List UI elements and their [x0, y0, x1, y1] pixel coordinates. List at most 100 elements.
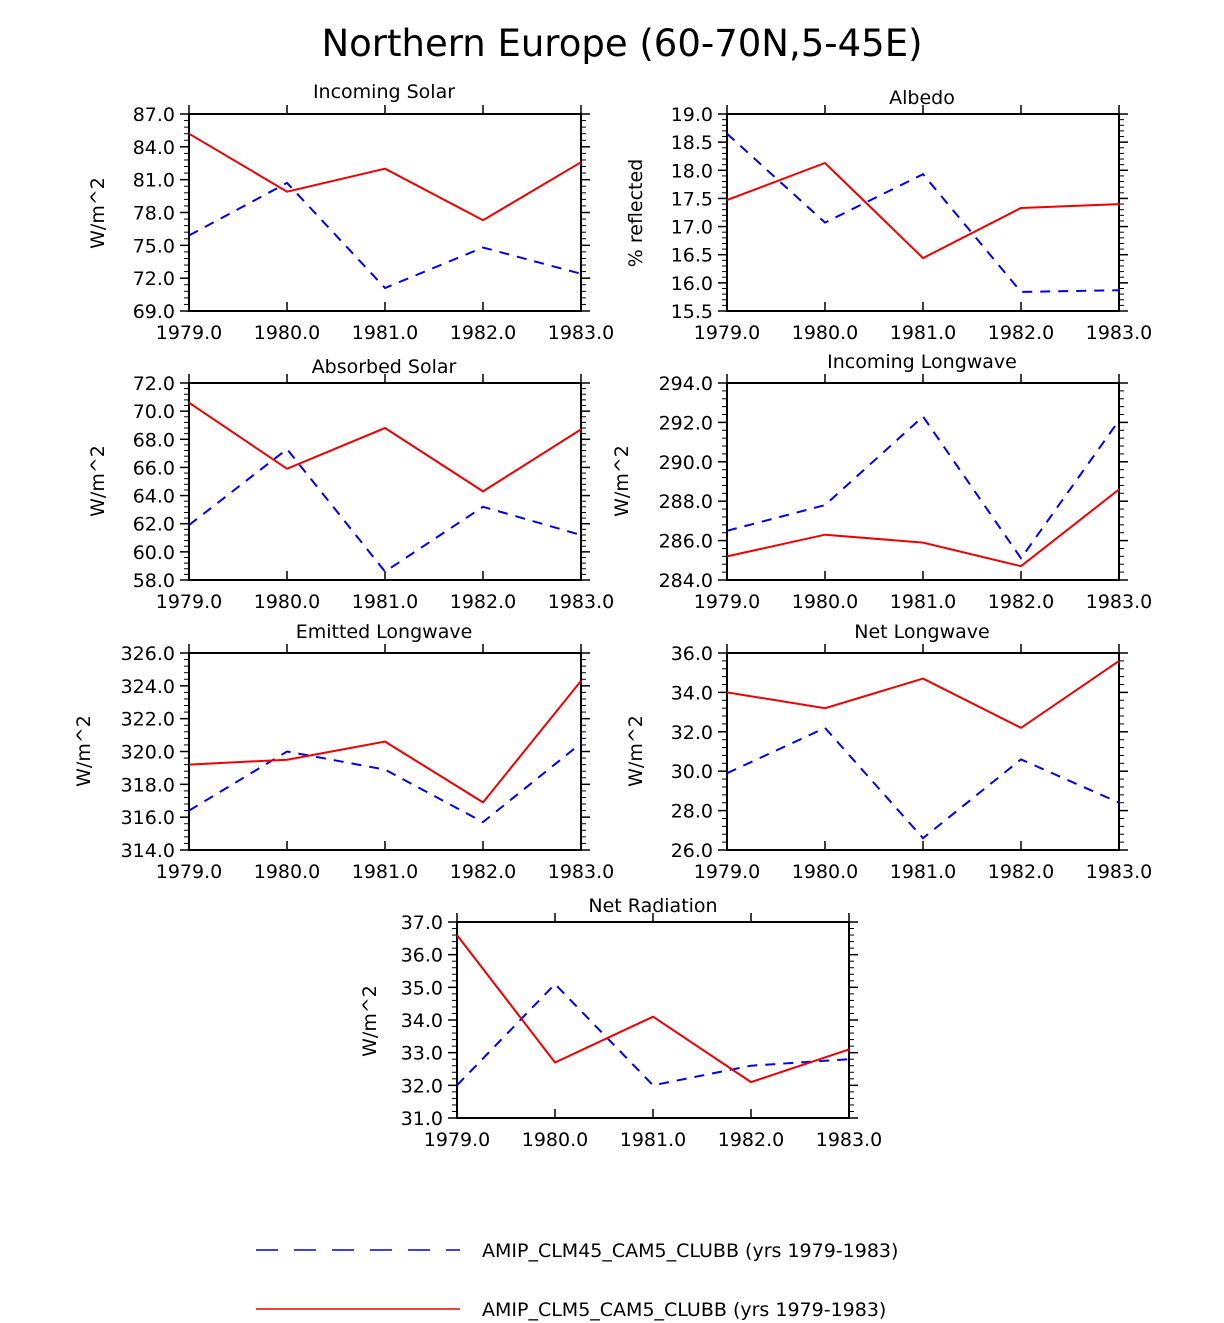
y-axis-label: W/m^2	[87, 177, 109, 249]
y-tick-label: 318.0	[121, 774, 175, 796]
y-tick-label: 17.5	[671, 188, 713, 210]
panel-net-radiation: Net Radiation W/m^2	[359, 895, 718, 1057]
y-tick-label: 78.0	[133, 203, 175, 225]
panel-title: Albedo	[889, 87, 955, 109]
y-tick-label: 290.0	[659, 452, 713, 474]
y-tick-label: 16.5	[671, 245, 713, 267]
series-line-clm45	[188, 742, 582, 824]
x-tick-label: 1981.0	[352, 322, 418, 344]
y-tick-label: 72.0	[133, 373, 175, 395]
x-tick-label: 1979.0	[156, 591, 222, 613]
panel-emitted-longwave: Emitted Longwave W/m^2	[73, 621, 472, 787]
y-tick-label: 66.0	[133, 457, 175, 479]
y-tick-label: 320.0	[121, 742, 175, 764]
panel-net-longwave: Net Longwave W/m^2	[625, 621, 990, 787]
panel-title: Incoming Longwave	[827, 351, 1017, 373]
y-tick-label: 37.0	[401, 912, 443, 934]
y-tick-label: 18.0	[671, 160, 713, 182]
plot-frame	[188, 652, 582, 851]
plot-frame	[456, 921, 850, 1119]
y-tick-label: 286.0	[659, 531, 713, 553]
figure-title: Northern Europe (60-70N,5-45E)	[321, 22, 922, 65]
y-tick-label: 84.0	[133, 137, 175, 159]
y-tick-label: 316.0	[121, 807, 175, 829]
series-line-clm5	[726, 488, 1120, 568]
panels-layer: Incoming Solar W/m^2 Albedo % reflected …	[73, 81, 1017, 1057]
y-tick-label: 17.0	[671, 217, 713, 239]
legend-label: AMIP_CLM45_CAM5_CLUBB (yrs 1979-1983)	[482, 1240, 898, 1262]
y-axis-label: W/m^2	[359, 985, 381, 1057]
y-tick-label: 36.0	[401, 945, 443, 967]
panel-albedo: Albedo % reflected	[625, 87, 955, 267]
y-tick-label: 284.0	[659, 570, 713, 592]
y-tick-label: 64.0	[133, 486, 175, 508]
y-tick-label: 35.0	[401, 977, 443, 999]
y-tick-label: 26.0	[671, 840, 713, 862]
x-tick-label: 1980.0	[792, 591, 858, 613]
plot-area: 26.0 28.0 30.0 32.0 34.0 36.0 1979.0 1980.0 1981…	[671, 643, 1153, 883]
x-tick-label: 1979.0	[694, 861, 760, 883]
x-tick-label: 1983.0	[1086, 861, 1152, 883]
series-line-clm45	[726, 414, 1120, 561]
series-line-clm5	[726, 660, 1120, 730]
y-tick-label: 87.0	[133, 104, 175, 126]
x-tick-label: 1980.0	[254, 591, 320, 613]
plot-frame	[726, 652, 1120, 851]
plot-area: 58.0 60.0 62.0 64.0 66.0 68.0 70.0 72.0 1979.0 19…	[133, 373, 615, 613]
y-tick-label: 292.0	[659, 412, 713, 434]
x-tick-label: 1980.0	[254, 861, 320, 883]
panel-title: Incoming Solar	[313, 81, 455, 103]
series-line-clm45	[188, 447, 582, 573]
x-tick-label: 1982.0	[450, 322, 516, 344]
plot-area: 69.0 72.0 75.0 78.0 81.0 84.0 87.0 1979.0 1980.0…	[133, 104, 615, 344]
panel-incoming-longwave: Incoming Longwave W/m^2	[611, 351, 1017, 517]
y-tick-label: 288.0	[659, 491, 713, 513]
y-tick-label: 36.0	[671, 643, 713, 665]
y-tick-label: 16.0	[671, 273, 713, 295]
plot-area: 314.0 316.0 318.0 320.0 322.0 324.0 326.0 1979.…	[121, 643, 615, 883]
y-tick-label: 30.0	[671, 761, 713, 783]
y-tick-label: 75.0	[133, 235, 175, 257]
y-tick-label: 326.0	[121, 643, 175, 665]
y-tick-label: 294.0	[659, 373, 713, 395]
y-tick-label: 68.0	[133, 429, 175, 451]
panel-title: Net Longwave	[854, 621, 990, 643]
x-tick-label: 1979.0	[156, 861, 222, 883]
y-tick-label: 58.0	[133, 570, 175, 592]
x-tick-label: 1979.0	[424, 1129, 490, 1151]
x-tick-label: 1979.0	[156, 322, 222, 344]
series-line-clm5	[188, 132, 582, 222]
y-tick-label: 34.0	[671, 682, 713, 704]
x-tick-label: 1981.0	[890, 861, 956, 883]
x-tick-label: 1982.0	[988, 591, 1054, 613]
y-tick-label: 69.0	[133, 301, 175, 323]
x-tick-label: 1983.0	[548, 861, 614, 883]
series-line-clm5	[188, 401, 582, 493]
y-tick-label: 62.0	[133, 514, 175, 536]
x-tick-label: 1982.0	[988, 322, 1054, 344]
x-tick-label: 1980.0	[254, 322, 320, 344]
y-tick-label: 72.0	[133, 268, 175, 290]
plot-frame	[726, 113, 1120, 312]
y-tick-label: 32.0	[401, 1075, 443, 1097]
y-tick-label: 19.0	[671, 104, 713, 126]
plot-frame	[188, 382, 582, 581]
x-tick-label: 1979.0	[694, 591, 760, 613]
y-tick-label: 15.5	[671, 301, 713, 323]
y-axis-label: W/m^2	[611, 445, 633, 517]
plot-frame	[188, 113, 582, 312]
y-tick-label: 314.0	[121, 840, 175, 862]
series-line-clm45	[726, 726, 1120, 840]
legend: AMIP_CLM45_CAM5_CLUBB (yrs 1979-1983) AM…	[256, 1240, 898, 1321]
y-tick-label: 28.0	[671, 801, 713, 823]
y-axis-label: % reflected	[625, 159, 647, 267]
y-tick-label: 322.0	[121, 709, 175, 731]
x-tick-label: 1981.0	[620, 1129, 686, 1151]
plot-frame	[726, 382, 1120, 581]
y-axis-label: W/m^2	[73, 715, 95, 787]
x-tick-label: 1983.0	[1086, 322, 1152, 344]
x-tick-label: 1980.0	[792, 861, 858, 883]
panel-title: Net Radiation	[588, 895, 717, 917]
x-tick-label: 1982.0	[450, 591, 516, 613]
x-tick-label: 1981.0	[890, 591, 956, 613]
